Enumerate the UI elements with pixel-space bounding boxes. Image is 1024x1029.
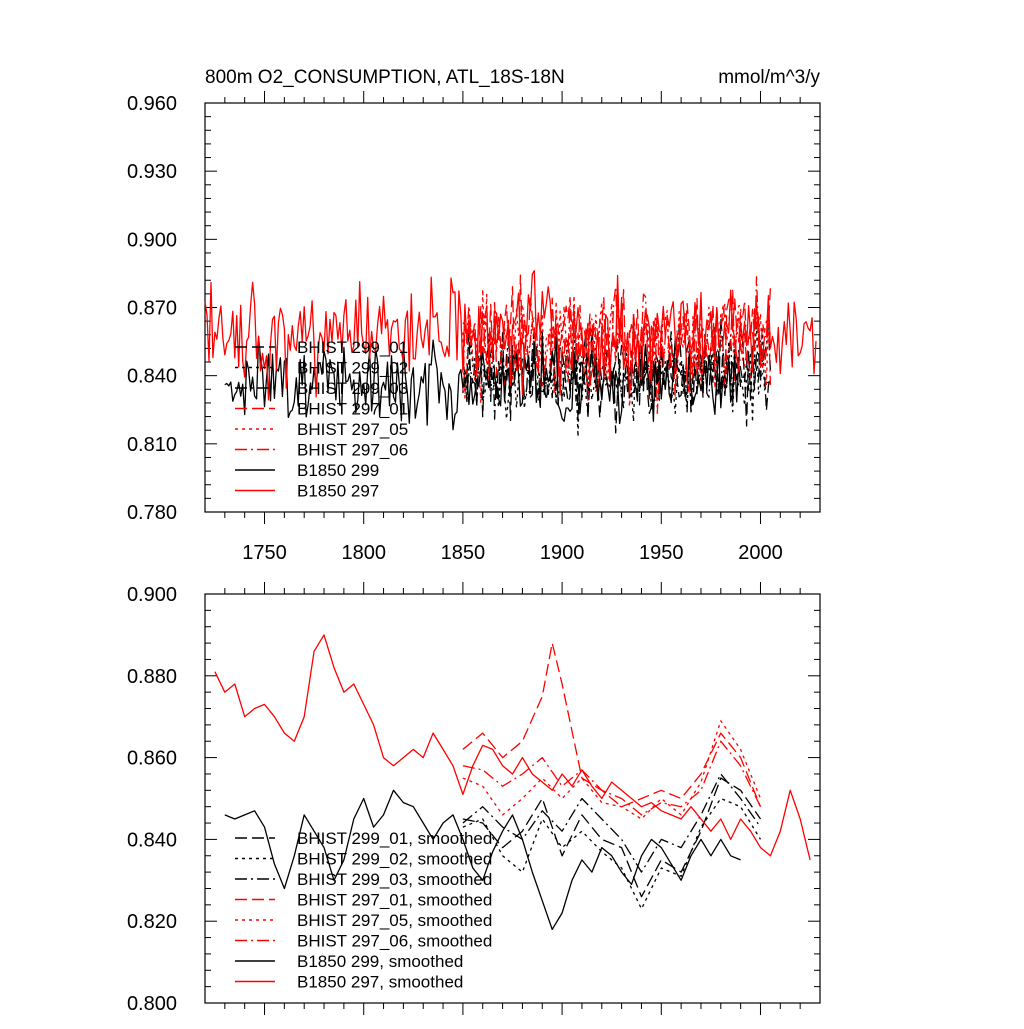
legend-label: BHIST 299_02 (297, 359, 408, 378)
legend-label: B1850 299 (297, 461, 379, 480)
legend-label: BHIST 297_01, smoothed (297, 891, 492, 910)
legend-label: BHIST 297_01 (297, 400, 408, 419)
legend-label: BHIST 297_06, smoothed (297, 932, 492, 951)
legend-label: B1850 297 (297, 482, 379, 501)
series-line-bhist-299-02 (462, 322, 771, 438)
y-tick-label: 0.840 (127, 829, 177, 851)
series-line-bhist-297-06 (462, 276, 772, 415)
legend-label: BHIST 297_05 (297, 420, 408, 439)
series-line-b1850-297-smoothed (214, 634, 811, 861)
x-tick-label: 1850 (441, 542, 486, 564)
y-tick-label: 0.800 (127, 993, 177, 1015)
legend-label: BHIST 297_05, smoothed (297, 911, 492, 930)
x-tick-label: 1750 (242, 542, 287, 564)
legend-label: B1850 297, smoothed (297, 973, 463, 992)
y-tick-label: 0.780 (127, 502, 177, 524)
y-tick-label: 0.870 (127, 298, 177, 320)
series-line-bhist-299-02-smoothed (462, 797, 762, 910)
y-tick-label: 0.880 (127, 666, 177, 688)
series-line-bhist-297-06-smoothed (462, 740, 762, 816)
y-tick-label: 0.810 (127, 434, 177, 456)
x-tick-label: 2000 (738, 542, 783, 564)
legend-label: BHIST 299_02, smoothed (297, 850, 492, 869)
chart-title: 800m O2_CONSUMPTION, ATL_18S-18N (205, 67, 565, 88)
legend-label: BHIST 299_01, smoothed (297, 829, 492, 848)
y-tick-label: 0.900 (127, 584, 177, 606)
series-line-bhist-299-01-smoothed (462, 777, 762, 898)
y-tick-label: 0.820 (127, 911, 177, 933)
chart-units: mmol/m^3/y (718, 67, 820, 88)
bottom-panel: 0.800 0.820 0.840 0.860 0.880 0.900 BHIST 299_… (127, 582, 821, 1015)
y-tick-label: 0.840 (127, 366, 177, 388)
series-line-b1850-297 (204, 270, 817, 401)
top-panel: 800m O2_CONSUMPTION, ATL_18S-18N mmol/m^… (127, 67, 821, 564)
series-line-b1850-299 (224, 332, 742, 431)
plot-frame (204, 593, 821, 1004)
y-tick-label: 0.930 (127, 161, 177, 183)
y-tick-label: 0.860 (127, 748, 177, 770)
series-line-bhist-299-03-smoothed (462, 773, 762, 873)
legend-label: BHIST 299_03, smoothed (297, 870, 492, 889)
y-tick-label: 0.900 (127, 229, 177, 251)
x-tick-label: 1900 (540, 542, 585, 564)
x-tick-label: 1950 (639, 542, 684, 564)
legend-label: BHIST 297_06 (297, 441, 408, 460)
legend-label: B1850 299, smoothed (297, 952, 463, 971)
legend-label: BHIST 299_03 (297, 379, 408, 398)
series-line-b1850-299-smoothed (224, 789, 741, 931)
y-tick-label: 0.960 (127, 93, 177, 115)
x-tick-label: 1800 (341, 542, 386, 564)
legend-label: BHIST 299_01 (297, 338, 408, 357)
